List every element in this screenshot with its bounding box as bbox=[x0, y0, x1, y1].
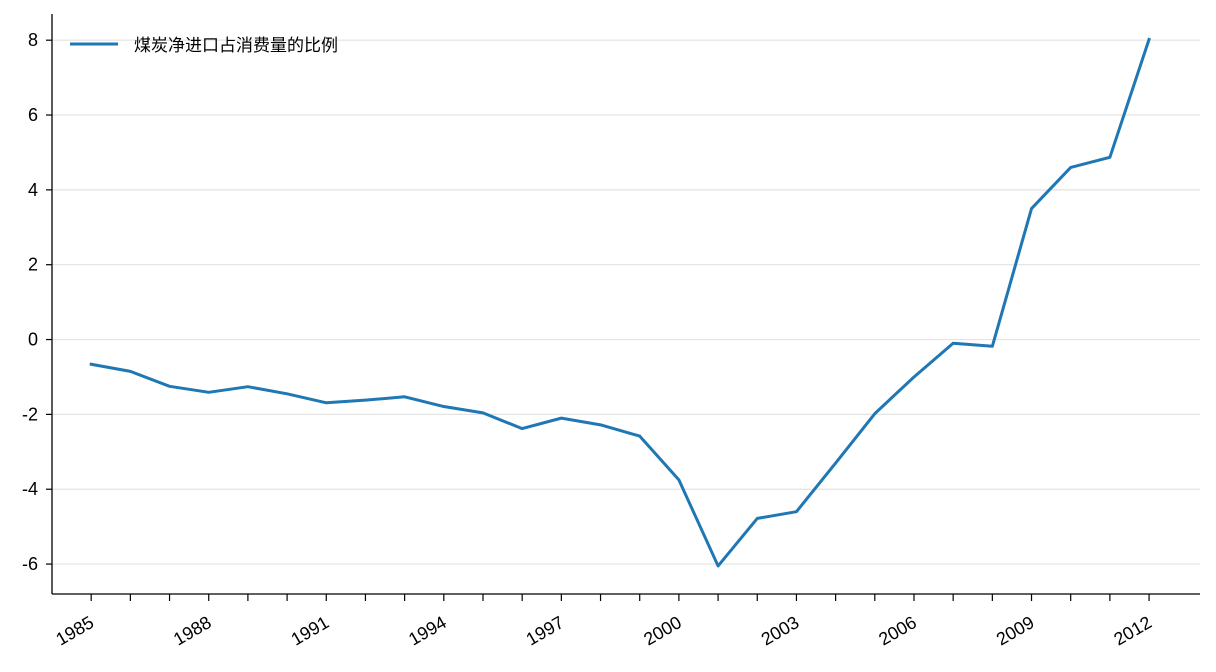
x-tick-label: 1994 bbox=[405, 612, 450, 649]
x-tick-label: 2009 bbox=[993, 612, 1038, 649]
series-lines bbox=[89, 37, 1151, 568]
x-tick-label: 2000 bbox=[640, 612, 685, 649]
x-tick-label: 1988 bbox=[170, 612, 215, 649]
x-tick-label: 1997 bbox=[523, 612, 568, 649]
y-tick-label: -6 bbox=[22, 554, 38, 574]
y-tick-label: 4 bbox=[28, 180, 38, 200]
legend-label: 煤炭净进口占消费量的比例 bbox=[134, 36, 338, 56]
series-line bbox=[89, 37, 1151, 568]
y-tick-label: 8 bbox=[28, 30, 38, 50]
legend: 煤炭净进口占消费量的比例 bbox=[70, 36, 338, 56]
y-tick-label: -4 bbox=[22, 479, 38, 499]
y-tick-label: 0 bbox=[28, 330, 38, 350]
x-tick-label: 2006 bbox=[875, 612, 920, 649]
axes bbox=[51, 14, 1200, 595]
x-tick-label: 1985 bbox=[52, 612, 97, 649]
x-tick-label: 1991 bbox=[288, 612, 333, 649]
x-tick-label: 2003 bbox=[758, 612, 803, 649]
x-tick-label: 2012 bbox=[1110, 612, 1155, 649]
gridlines bbox=[52, 39, 1200, 565]
y-tick-label: 6 bbox=[28, 105, 38, 125]
y-tick-label: 2 bbox=[28, 255, 38, 275]
y-tick-label: -2 bbox=[22, 404, 38, 424]
